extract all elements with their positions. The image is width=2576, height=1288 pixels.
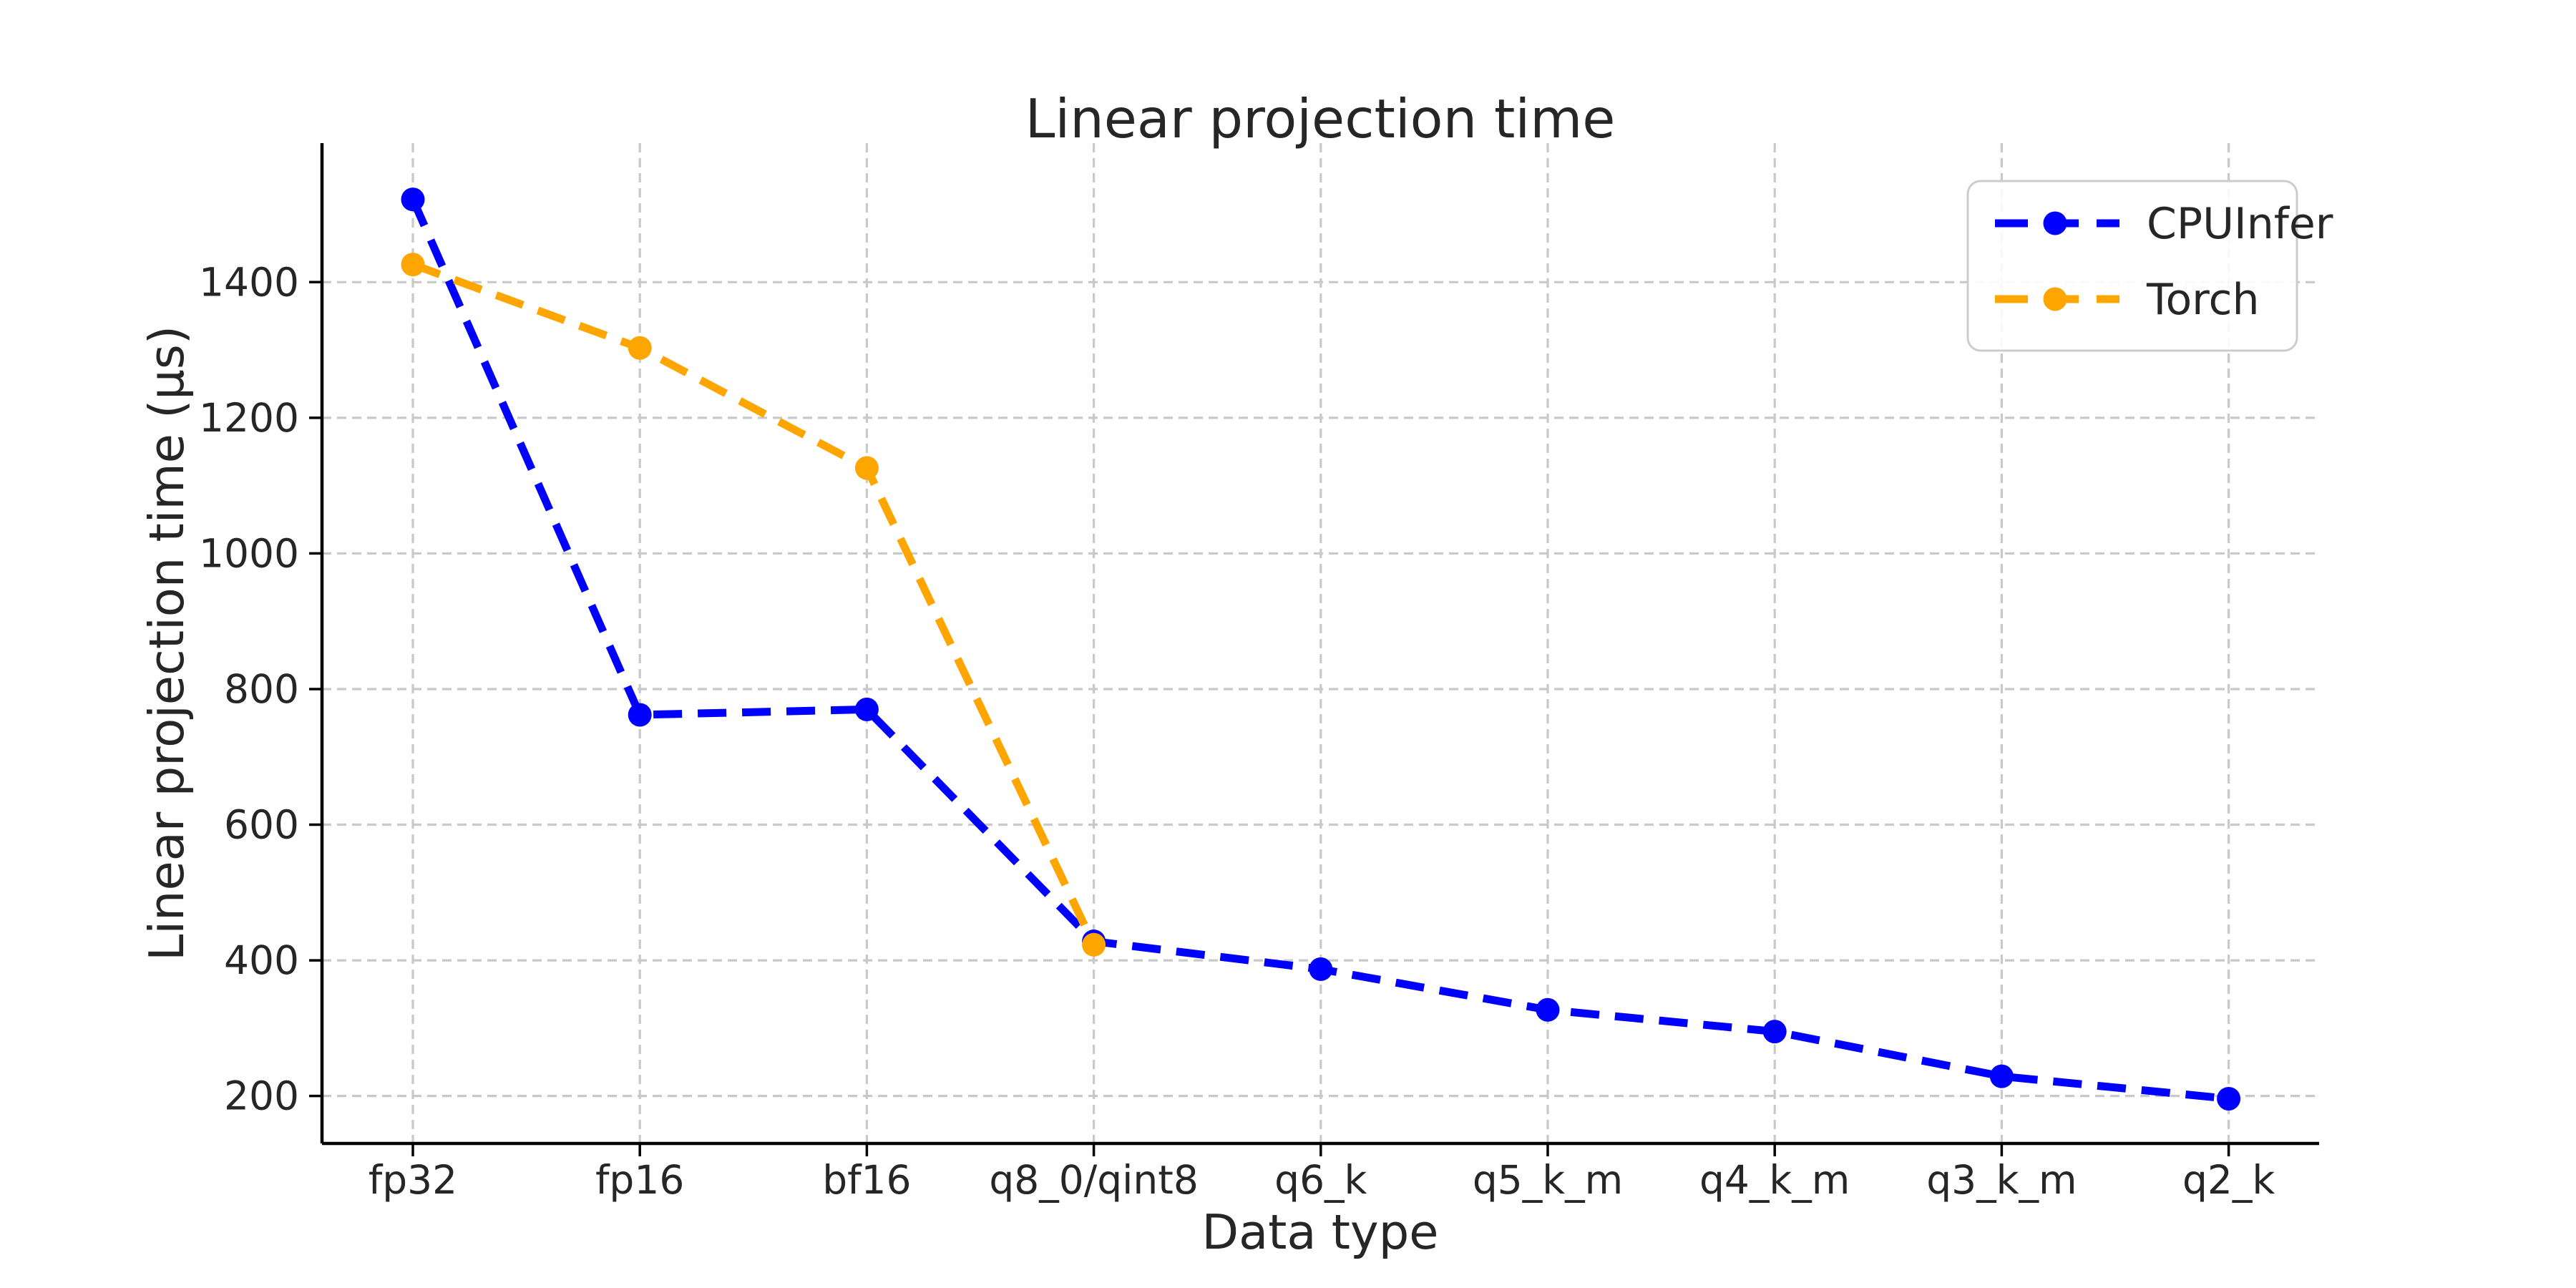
y-tick-label-1200: 1200 (199, 395, 299, 441)
y-tick-label-400: 400 (224, 937, 299, 983)
x-tick-label-q3_k_m: q3_k_m (1926, 1157, 2077, 1203)
marker-CPUInfer-q4_k_m (1762, 1020, 1787, 1044)
y-tick-label-1400: 1400 (199, 259, 299, 305)
marker-Torch-fp16 (628, 336, 652, 360)
marker-Torch-q8_0/qint8 (1082, 932, 1106, 957)
x-tick-label-bf16: bf16 (822, 1157, 911, 1203)
x-axis-label: Data type (1202, 1204, 1439, 1260)
marker-CPUInfer-q5_k_m (1536, 997, 1560, 1022)
y-axis-label: Linear projection time (μs) (139, 326, 195, 961)
marker-CPUInfer-bf16 (854, 697, 879, 721)
y-tick-label-200: 200 (224, 1073, 299, 1119)
legend-label-Torch: Torch (2146, 275, 2260, 325)
marker-CPUInfer-q6_k (1309, 957, 1333, 981)
chart-title: Linear projection time (1025, 87, 1616, 150)
legend-label-CPUInfer: CPUInfer (2147, 199, 2333, 249)
marker-CPUInfer-q3_k_m (1989, 1064, 2014, 1088)
x-tick-label-fp16: fp16 (595, 1157, 684, 1203)
data-series (401, 187, 2241, 1111)
marker-CPUInfer-fp16 (628, 703, 652, 727)
legend-marker-Torch (2043, 287, 2067, 311)
marker-CPUInfer-q2_k (2217, 1086, 2241, 1111)
legend-marker-CPUInfer (2043, 211, 2067, 235)
marker-Torch-bf16 (854, 456, 879, 480)
marker-Torch-fp32 (401, 253, 425, 277)
x-tick-label-q5_k_m: q5_k_m (1473, 1157, 1623, 1203)
x-tick-label-fp32: fp32 (369, 1157, 457, 1203)
y-tick-label-600: 600 (224, 802, 299, 848)
axis-ticks: 200 400 600 800 1000 1200 1400 fp32 fp16 bf16 q8_0… (199, 259, 2275, 1203)
x-tick-label-q8_0/qint8: q8_0/qint8 (989, 1157, 1199, 1203)
x-tick-label-q4_k_m: q4_k_m (1699, 1157, 1850, 1203)
x-tick-label-q2_k: q2_k (2182, 1157, 2275, 1203)
y-tick-label-800: 800 (224, 666, 299, 712)
series-line-Torch (411, 260, 1098, 947)
marker-CPUInfer-fp32 (401, 187, 425, 212)
x-tick-label-q6_k: q6_k (1274, 1157, 1367, 1203)
legend: CPUInfer Torch (1966, 180, 2333, 352)
y-tick-label-1000: 1000 (199, 530, 299, 576)
